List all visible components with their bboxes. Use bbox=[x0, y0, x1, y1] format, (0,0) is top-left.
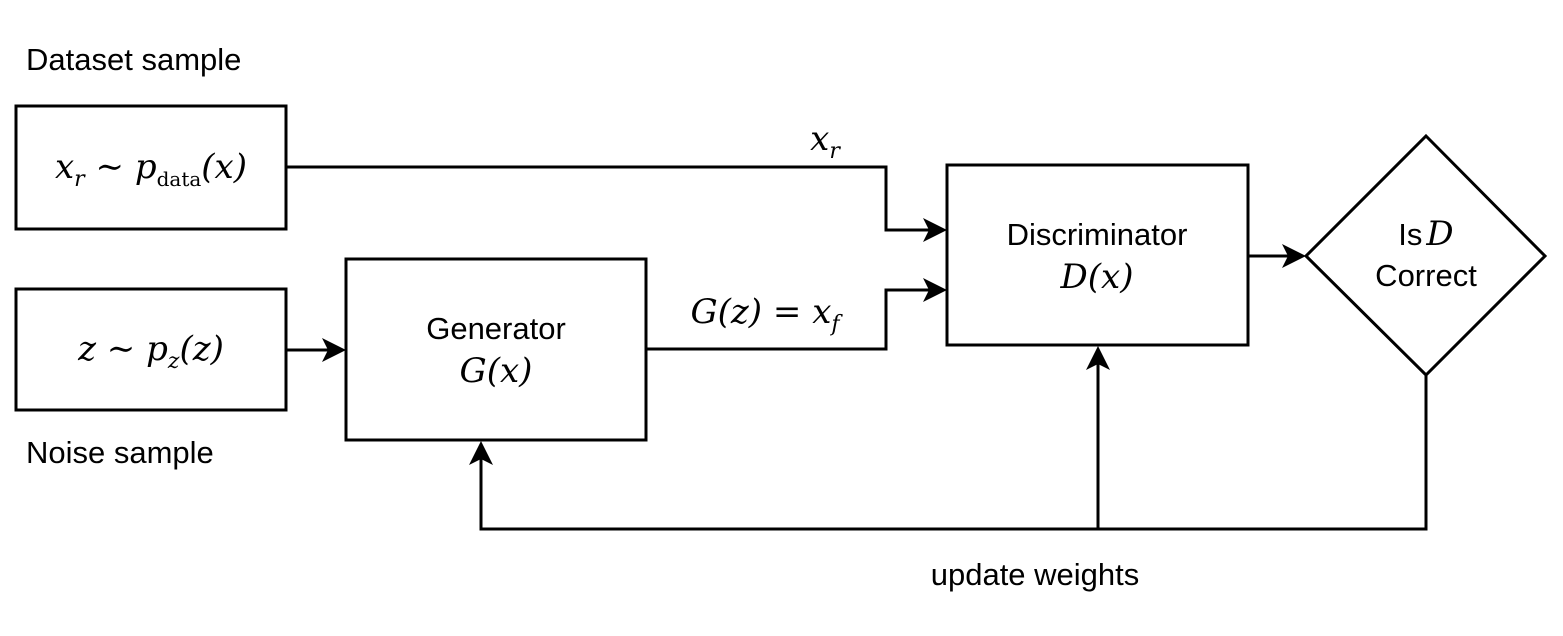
discriminator-title: Discriminator bbox=[1006, 217, 1188, 252]
discriminator-formula: D(x) bbox=[1007, 257, 1188, 297]
decision-line1: Is D bbox=[1375, 214, 1477, 254]
arrowhead-noise-to-generator bbox=[322, 338, 346, 362]
decision-node: Is D Correct bbox=[1375, 214, 1477, 294]
fake-edge-eq: = bbox=[772, 292, 802, 332]
noise-arg: (z) bbox=[179, 329, 224, 369]
discriminator-func: D bbox=[1060, 257, 1088, 297]
fake-edge-arg: (z) bbox=[717, 292, 763, 332]
noise-formula: z ∼ pz(z) bbox=[78, 329, 224, 373]
discriminator-node: Discriminator D(x) bbox=[1007, 217, 1188, 297]
generator-formula: G(x) bbox=[426, 351, 566, 391]
real-edge-sub: r bbox=[829, 139, 840, 164]
real-sample-dist: p bbox=[134, 147, 157, 187]
generator-to-discriminator-edge bbox=[646, 288, 930, 351]
decision-line1-var: D bbox=[1426, 214, 1454, 254]
arrowhead-generator-to-discriminator bbox=[923, 278, 947, 302]
arrowhead-real-to-discriminator bbox=[923, 218, 947, 242]
discriminator-arg: (x) bbox=[1087, 257, 1134, 297]
arrowhead-feedback-to-discriminator bbox=[1086, 346, 1110, 370]
generator-node: Generator G(x) bbox=[426, 311, 566, 391]
real-edge-label: xr bbox=[810, 119, 840, 163]
fake-edge-var: x bbox=[812, 292, 832, 332]
real-edge-var: x bbox=[810, 119, 830, 159]
noise-sample-label: Noise sample bbox=[26, 435, 214, 470]
fake-edge-label: G(z) = xf bbox=[690, 292, 839, 336]
real-to-discriminator-edge bbox=[286, 165, 930, 232]
real-sample-var-sub: r bbox=[74, 167, 85, 192]
real-sample-dist-sub: data bbox=[156, 167, 202, 191]
generator-func: G bbox=[459, 351, 487, 391]
update-weights-label: update weights bbox=[930, 557, 1140, 592]
feedback-edge bbox=[479, 375, 1428, 531]
dataset-sample-label: Dataset sample bbox=[26, 42, 242, 77]
generator-arg: (x) bbox=[486, 351, 533, 391]
generator-title: Generator bbox=[426, 311, 566, 346]
real-sample-arg: (x) bbox=[201, 147, 248, 187]
real-sample-relation: ∼ bbox=[95, 147, 125, 187]
fake-edge-sub: f bbox=[831, 312, 840, 337]
noise-var: z bbox=[78, 329, 96, 369]
arrowhead-discriminator-to-decision bbox=[1282, 244, 1306, 268]
fake-edge-func: G bbox=[690, 292, 718, 332]
noise-relation: ∼ bbox=[106, 329, 136, 369]
noise-dist: p bbox=[146, 329, 168, 369]
decision-line2: Correct bbox=[1375, 258, 1477, 293]
noise-dist-sub: z bbox=[167, 349, 180, 374]
arrowhead-feedback-to-generator bbox=[469, 441, 493, 465]
real-sample-formula: xr ∼ pdata(x) bbox=[54, 147, 248, 191]
decision-line1-text: Is bbox=[1398, 217, 1423, 252]
real-sample-var: x bbox=[54, 147, 75, 187]
